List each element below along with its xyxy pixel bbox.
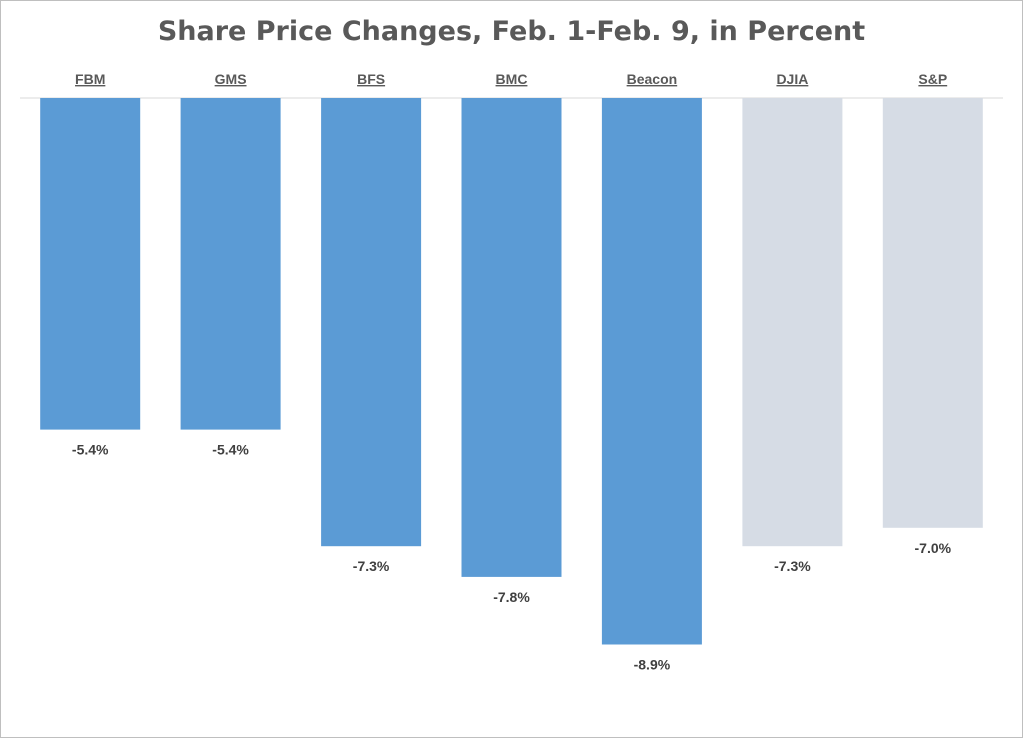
category-label-fbm: FBM [75, 71, 105, 87]
value-label-beacon: -8.9% [634, 657, 671, 673]
value-label-bmc: -7.8% [493, 589, 530, 605]
bars-group [40, 98, 983, 645]
category-label-beacon: Beacon [627, 71, 678, 87]
value-label-gms: -5.4% [212, 442, 249, 458]
value-labels-group: -5.4% -5.4% -7.3% -7.8% -8.9% -7.3% -7.0% [72, 442, 952, 673]
category-label-bfs: BFS [357, 71, 385, 87]
bar-s-p [882, 98, 983, 528]
category-label-gms: GMS [215, 71, 247, 87]
category-labels-group: FBM GMS BFS BMC Beacon DJIA S&P [75, 71, 947, 87]
category-label-djia: DJIA [776, 71, 808, 87]
value-label-djia: -7.3% [774, 558, 811, 574]
value-label-fbm: -5.4% [72, 442, 109, 458]
bar-djia [742, 98, 843, 547]
value-label-s-p: -7.0% [915, 540, 952, 556]
bar-beacon [601, 98, 702, 645]
value-label-bfs: -7.3% [353, 558, 390, 574]
bar-bmc [461, 98, 562, 577]
category-label-s-p: S&P [918, 71, 947, 87]
chart-title: Share Price Changes, Feb. 1-Feb. 9, in P… [157, 16, 866, 47]
bar-bfs [321, 98, 422, 547]
category-label-bmc: BMC [496, 71, 528, 87]
bar-fbm [40, 98, 141, 430]
bar-gms [180, 98, 281, 430]
